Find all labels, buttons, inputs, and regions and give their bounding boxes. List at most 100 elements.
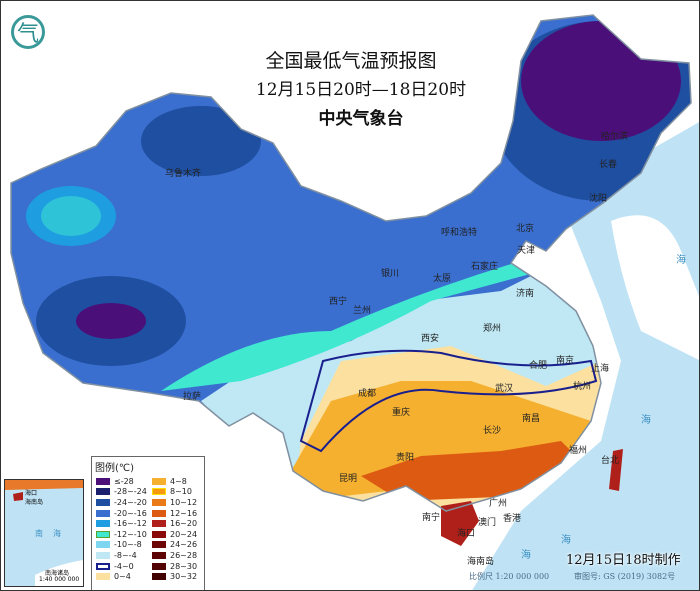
legend-swatch (96, 530, 110, 538)
city-label: 昆明 (339, 474, 358, 484)
map-scale: 比例尺 1:20 000 000 (469, 572, 550, 581)
city-label: 合肥 (529, 361, 548, 371)
legend-swatch (152, 509, 166, 517)
hainan-island (441, 501, 479, 546)
legend-label: -12~-10 (114, 529, 147, 539)
sea-label: 海 (641, 415, 651, 426)
city-label: 银川 (381, 269, 400, 279)
legend-item: ≤-28 (96, 476, 148, 487)
organization: 中央气象台 (318, 109, 404, 129)
city-label: 太原 (433, 274, 452, 284)
legend-label: -20~-16 (114, 508, 147, 518)
city-label: 成都 (358, 389, 377, 399)
review-number: 审图号: GS (2019) 3082号 (574, 572, 676, 581)
legend-item: 16~20 (152, 518, 204, 529)
city-label: 天津 (517, 246, 536, 256)
legend-swatch (152, 562, 166, 570)
legend-swatch (152, 573, 166, 581)
sea-label: 海 (676, 255, 686, 266)
city-label: 海南岛 (467, 557, 495, 567)
legend-swatch (96, 509, 110, 517)
city-label: 南宁 (422, 513, 441, 523)
legend-swatch (96, 562, 110, 570)
legend-swatch (96, 573, 110, 581)
city-label: 香港 (503, 514, 522, 524)
map-title: 全国最低气温预报图 (265, 50, 437, 72)
legend-item: -24~-20 (96, 497, 148, 508)
legend-label: -28~-24 (114, 487, 147, 497)
legend-swatch (152, 498, 166, 506)
legend-label: 12~16 (170, 508, 198, 518)
sea-label: 海 (561, 535, 571, 546)
legend-swatch (96, 498, 110, 506)
korea-japan-land (611, 215, 699, 360)
inset-label: 海南岛 (25, 499, 44, 506)
city-label: 郑州 (483, 324, 502, 334)
legend-label: 0~4 (114, 572, 131, 582)
legend-label: -4~0 (114, 561, 134, 571)
legend-label: ≤-28 (114, 476, 134, 486)
legend-label: -8~-4 (114, 550, 137, 560)
city-label: 南京 (556, 356, 575, 366)
legend-swatch (152, 541, 166, 549)
inset-scale: 1:40 000 000 (39, 576, 80, 583)
city-label: 重庆 (392, 408, 411, 418)
production-time: 12月15日18时制作 (566, 553, 681, 568)
city-label: 贵阳 (396, 453, 415, 463)
legend-label: -16~-12 (114, 519, 147, 529)
legend-label: 20~24 (170, 529, 198, 539)
legend-item: 10~12 (152, 497, 204, 508)
legend-item: -16~-12 (96, 518, 148, 529)
legend-label: 30~32 (170, 572, 198, 582)
city-label: 长沙 (483, 426, 502, 436)
legend-item: 12~16 (152, 508, 204, 519)
legend-item: 4~8 (152, 476, 204, 487)
city-label: 海口 (457, 529, 476, 539)
cma-logo-icon: 气 (11, 15, 45, 49)
city-label: 武汉 (495, 384, 514, 394)
legend-item: 20~24 (152, 529, 204, 540)
city-label: 兰州 (353, 306, 372, 316)
legend-item: -20~-16 (96, 508, 148, 519)
city-label: 广州 (489, 499, 508, 509)
legend-label: 4~8 (170, 476, 187, 486)
legend-swatch (152, 477, 166, 485)
legend-swatch (96, 477, 110, 485)
city-label: 哈尔滨 (601, 132, 629, 142)
legend-item: -8~-4 (96, 550, 148, 561)
legend-item: 28~30 (152, 561, 204, 572)
sea-label: 海 (521, 550, 531, 561)
legend-swatch (96, 541, 110, 549)
south-china-sea-inset: 海口 海南岛 南 海 南海诸岛 1:40 000 000 (4, 479, 84, 587)
city-label: 杭州 (573, 382, 592, 392)
legend-item: -10~-8 (96, 540, 148, 551)
city-label: 石家庄 (471, 262, 499, 272)
legend-swatch (152, 520, 166, 528)
city-label: 福州 (569, 446, 588, 456)
legend-label: 28~30 (170, 561, 198, 571)
forecast-period: 12月15日20时—18日20时 (255, 80, 467, 100)
city-label: 呼和浩特 (441, 228, 478, 238)
legend-item: -28~-24 (96, 487, 148, 498)
legend-label: 24~26 (170, 540, 198, 550)
legend-item: 8~10 (152, 487, 204, 498)
legend-swatch (152, 488, 166, 496)
legend-title: 图例(℃) (95, 463, 135, 474)
legend: 图例(℃) ≤-28 -28~-24 -24~-20 -20~-16 -16~-12 -1… (91, 456, 205, 590)
legend-label: -24~-20 (114, 497, 147, 507)
legend-item: 24~26 (152, 540, 204, 551)
city-label: 西安 (421, 334, 440, 344)
legend-item: 0~4 (96, 571, 148, 582)
city-label: 西宁 (329, 297, 348, 307)
legend-swatch (152, 551, 166, 559)
inset-label: 南 (35, 529, 43, 538)
legend-swatch (96, 551, 110, 559)
legend-column: 4~8 8~10 10~12 12~16 16~20 20~24 24~26 26~28 28~… (148, 476, 204, 582)
legend-label: 26~28 (170, 550, 198, 560)
legend-label: 16~20 (170, 519, 198, 529)
city-label: 沈阳 (589, 194, 608, 204)
inset-label: 南海诸岛 (45, 570, 70, 577)
legend-column: ≤-28 -28~-24 -24~-20 -20~-16 -16~-12 -12~-10-… (92, 476, 148, 582)
city-label: 长春 (599, 160, 618, 170)
